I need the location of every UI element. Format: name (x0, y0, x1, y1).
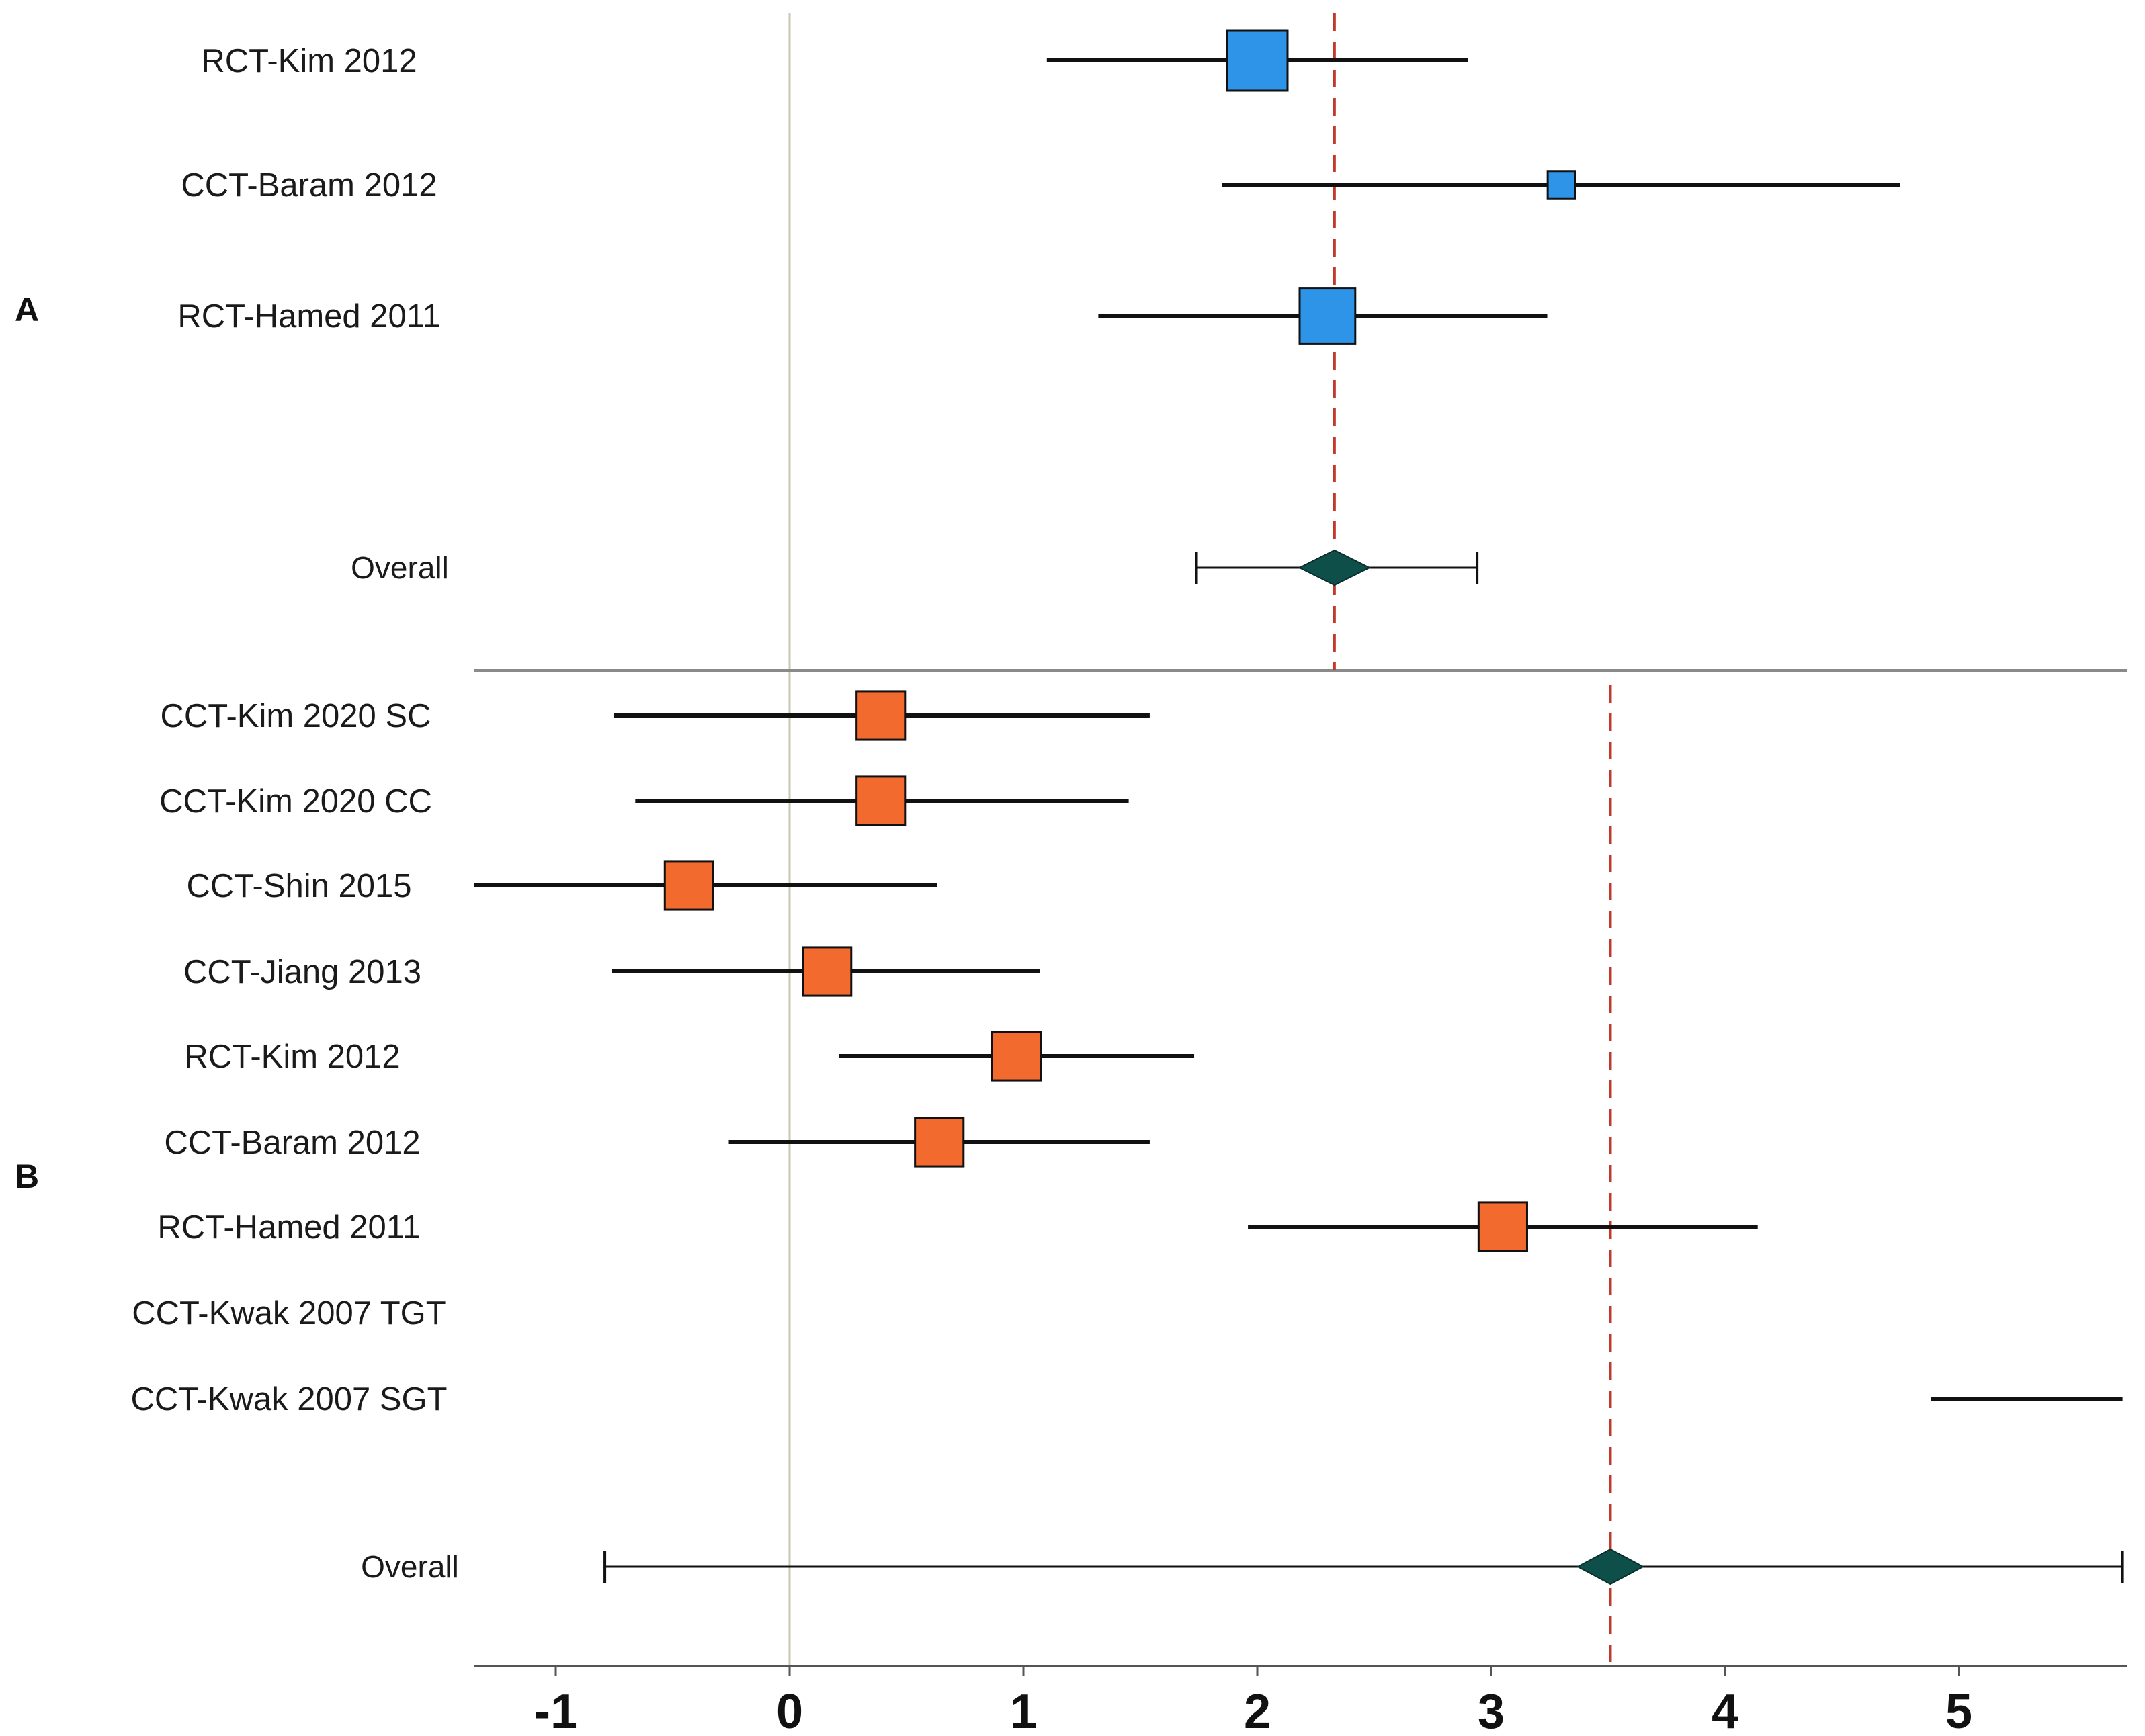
panel-label-b: B (15, 1158, 39, 1195)
x-tick-label: 1 (1010, 1685, 1037, 1736)
study-point-estimate (1226, 29, 1289, 92)
overall-label: Overall (351, 550, 449, 585)
study-point-estimate (855, 690, 907, 741)
study-label: RCT-Kim 2012 (201, 43, 417, 79)
x-tick-label: 3 (1478, 1685, 1505, 1736)
study-label: CCT-Kim 2020 CC (159, 783, 432, 820)
study-label: CCT-Kwak 2007 TGT (132, 1295, 446, 1332)
study-point-estimate (1298, 287, 1357, 345)
study-point-estimate (802, 946, 853, 997)
study-point-estimate (855, 775, 907, 826)
study-point-estimate (1546, 170, 1576, 200)
study-label: CCT-Baram 2012 (181, 167, 437, 204)
study-label: RCT-Hamed 2011 (157, 1209, 420, 1246)
study-label: CCT-Shin 2015 (186, 868, 411, 904)
study-label: CCT-Jiang 2013 (183, 954, 421, 990)
study-point-estimate (1477, 1201, 1528, 1252)
study-point-estimate (663, 860, 714, 911)
study-point-estimate (914, 1117, 965, 1168)
study-label: RCT-Hamed 2011 (177, 298, 440, 335)
x-tick-label: 4 (1712, 1685, 1738, 1736)
study-point-estimate (991, 1031, 1042, 1082)
marks-layer (474, 29, 2124, 1586)
labels-layer: -1 0 1 2 3 4 5 A RCT-Kim 2012 CCT-Baram 2012 RCT-H… (15, 43, 1972, 1736)
x-tick-label: 5 (1945, 1685, 1972, 1736)
x-tick-label: 0 (776, 1685, 803, 1736)
study-label: CCT-Kim 2020 SC (160, 698, 431, 734)
x-tick-label: -1 (534, 1685, 577, 1736)
grid-layer (474, 13, 2127, 1676)
study-label: CCT-Baram 2012 (164, 1125, 420, 1161)
overall-diamond (1298, 549, 1372, 587)
study-label: CCT-Kwak 2007 SGT (130, 1381, 447, 1418)
x-tick-label: 2 (1244, 1685, 1271, 1736)
overall-diamond (1576, 1548, 1645, 1586)
study-label: RCT-Kim 2012 (184, 1039, 400, 1075)
panel-label-a: A (15, 291, 39, 329)
overall-label: Overall (361, 1549, 459, 1584)
